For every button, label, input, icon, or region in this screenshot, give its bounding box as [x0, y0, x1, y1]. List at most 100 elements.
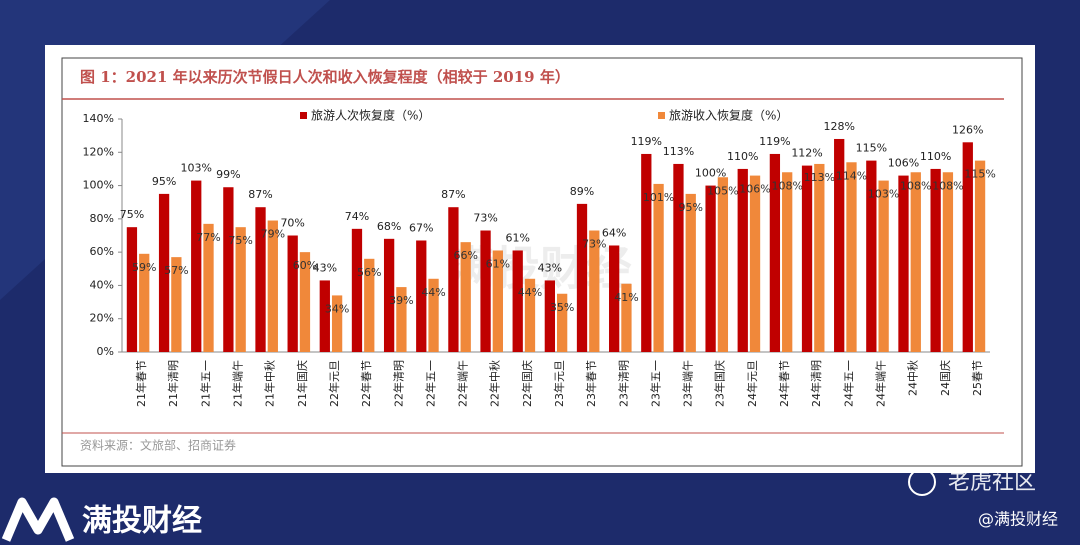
x-tick-label: 22年元旦 [327, 360, 341, 407]
data-label: 60% [293, 259, 317, 272]
data-label: 44% [421, 286, 445, 299]
legend-swatch [658, 112, 665, 119]
bar [878, 180, 889, 352]
bar [609, 245, 620, 352]
handle: @满投财经 [978, 510, 1058, 529]
x-tick-label: 24年春节 [777, 360, 791, 407]
x-tick-label: 22年清明 [391, 360, 405, 407]
x-tick-label: 23年端午 [681, 360, 695, 407]
bar [512, 250, 523, 352]
bar [480, 230, 491, 352]
data-label: 103% [868, 188, 899, 201]
bar [705, 185, 716, 352]
data-label: 59% [132, 261, 156, 274]
x-tick-label: 22年五一 [423, 360, 437, 407]
data-label: 67% [409, 221, 433, 234]
bar [524, 278, 536, 352]
data-label: 115% [964, 168, 995, 181]
x-tick-label: 24年五一 [841, 360, 855, 407]
data-label: 75% [120, 208, 144, 221]
bar [126, 227, 138, 352]
data-label: 115% [856, 142, 887, 155]
data-label: 108% [932, 179, 963, 192]
data-label: 108% [771, 179, 802, 192]
bar [158, 193, 170, 352]
bar [814, 163, 825, 352]
center-watermark: 满投财经 [448, 242, 632, 296]
x-tick-label: 23年五一 [648, 360, 662, 407]
data-label: 64% [602, 226, 626, 239]
bar [223, 187, 234, 352]
data-label: 66% [453, 249, 477, 262]
bar [589, 230, 600, 352]
bar [834, 138, 845, 352]
x-tick-label: 24年端午 [873, 360, 887, 407]
y-tick-label: 80% [90, 212, 114, 225]
bar [544, 280, 555, 352]
data-label: 39% [389, 294, 413, 307]
data-label: 73% [582, 238, 606, 251]
y-tick-label: 100% [83, 179, 114, 192]
data-label: 56% [357, 266, 381, 279]
data-label: 77% [196, 231, 220, 244]
bar [203, 223, 214, 352]
x-tick-label: 24国庆 [938, 360, 952, 396]
data-label: 100% [695, 167, 726, 180]
bar [448, 207, 459, 352]
frame [61, 57, 1023, 467]
x-tick-label: 25春节 [971, 360, 984, 396]
bar [460, 242, 471, 352]
bar [416, 240, 427, 352]
x-tick-label: 23年国庆 [713, 360, 727, 407]
bar [255, 207, 266, 352]
bar [898, 175, 909, 352]
x-tick-label: 24中秋 [906, 360, 920, 396]
bar [319, 280, 330, 352]
y-tick-label: 120% [83, 145, 114, 158]
data-label: 70% [280, 217, 304, 230]
x-tick-label: 21年清明 [166, 360, 180, 407]
data-label: 68% [377, 220, 401, 233]
bar [685, 193, 696, 352]
data-label: 103% [181, 162, 212, 175]
data-label: 126% [952, 123, 983, 136]
data-label: 34% [325, 302, 349, 315]
data-label: 106% [888, 157, 919, 170]
y-tick-label: 60% [90, 245, 114, 258]
data-label: 106% [739, 183, 770, 196]
bar [396, 287, 407, 352]
data-label: 128% [823, 120, 854, 133]
x-tick-label: 21年中秋 [263, 360, 277, 407]
bar [737, 168, 748, 352]
bar [717, 177, 729, 352]
data-label: 74% [345, 210, 369, 223]
chart-title: 图 1：2021 年以来历次节假日人次和收入恢复程度（相较于 2019 年） [80, 68, 570, 86]
legend-swatch [300, 112, 307, 119]
bar [641, 153, 652, 352]
data-label: 114% [836, 169, 867, 182]
data-label: 41% [614, 291, 638, 304]
bar [621, 283, 632, 352]
data-label: 89% [570, 185, 594, 198]
data-label: 95% [152, 175, 176, 188]
data-label: 95% [679, 201, 703, 214]
data-label: 43% [538, 261, 562, 274]
bar [974, 160, 986, 352]
x-tick-label: 23年春节 [584, 360, 598, 407]
data-label: 35% [550, 301, 574, 314]
bar [653, 183, 664, 352]
data-label: 113% [804, 171, 835, 184]
x-tick-label: 21年春节 [134, 360, 148, 407]
bar [557, 293, 568, 352]
bar [749, 175, 761, 352]
bar [364, 258, 375, 352]
data-label: 87% [248, 188, 272, 201]
y-tick-label: 0% [97, 345, 114, 358]
bar [191, 180, 202, 352]
bar [930, 168, 941, 352]
bar [267, 220, 278, 352]
x-tick-label: 21年五一 [198, 360, 212, 407]
x-tick-label: 21年端午 [231, 360, 245, 407]
data-label: 87% [441, 188, 465, 201]
